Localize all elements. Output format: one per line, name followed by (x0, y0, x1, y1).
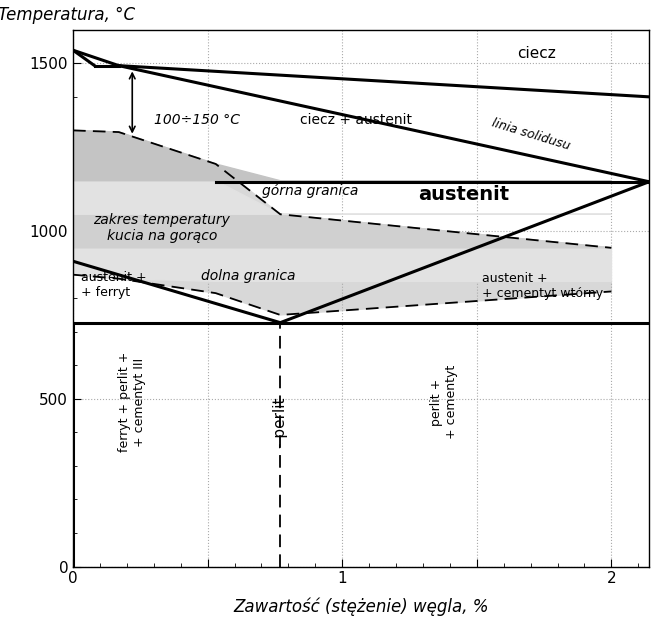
Text: ciecz: ciecz (517, 45, 556, 60)
Polygon shape (73, 214, 611, 248)
Text: górna granica: górna granica (262, 184, 358, 198)
Text: Temperatura, °C: Temperatura, °C (0, 6, 135, 24)
Text: ciecz + austenit: ciecz + austenit (300, 113, 412, 127)
Text: austenit +
+ cementyt wtórny: austenit + + cementyt wtórny (482, 272, 604, 300)
X-axis label: Zawartość (stężenie) węgla, %: Zawartość (stężenie) węgla, % (234, 597, 489, 616)
Text: dolna granica: dolna granica (201, 269, 295, 283)
Text: austenit +
+ ferryt: austenit + + ferryt (81, 271, 147, 299)
Text: - perlit: - perlit (273, 397, 288, 447)
Text: zakres temperatury
kucia na gorąco: zakres temperatury kucia na gorąco (93, 212, 230, 243)
Text: austenit: austenit (418, 184, 509, 204)
Polygon shape (73, 130, 611, 315)
Text: 100÷150 °C: 100÷150 °C (154, 113, 240, 127)
Polygon shape (73, 181, 611, 214)
Text: linia solidusu: linia solidusu (490, 116, 572, 152)
Polygon shape (73, 248, 611, 282)
Text: ferryt + perlit +
+ cementyt III: ferryt + perlit + + cementyt III (118, 352, 146, 452)
Polygon shape (73, 130, 611, 181)
Text: perlit +
+ cementyt: perlit + + cementyt (430, 365, 459, 439)
